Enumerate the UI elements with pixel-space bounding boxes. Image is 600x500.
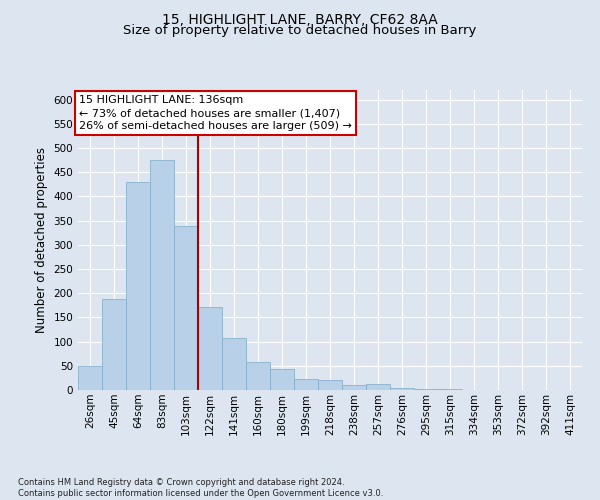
Bar (126, 182, 150, 390)
Text: 15, HIGHLIGHT LANE, BARRY, CF62 8AA: 15, HIGHLIGHT LANE, BARRY, CF62 8AA (162, 12, 438, 26)
Bar (294, 380, 318, 390)
Text: Size of property relative to detached houses in Barry: Size of property relative to detached ho… (124, 24, 476, 37)
Bar (438, 389, 462, 390)
Bar (318, 380, 342, 390)
Bar (78, 366, 102, 390)
Bar (390, 388, 414, 390)
Y-axis label: Number of detached properties: Number of detached properties (35, 147, 48, 333)
Bar (270, 368, 294, 390)
Bar (150, 160, 174, 390)
Bar (342, 385, 366, 390)
Bar (246, 362, 270, 390)
Text: Contains HM Land Registry data © Crown copyright and database right 2024.
Contai: Contains HM Land Registry data © Crown c… (18, 478, 383, 498)
Bar (366, 384, 390, 390)
Bar (102, 299, 126, 390)
Bar (174, 226, 198, 390)
Bar (414, 388, 438, 390)
Text: 15 HIGHLIGHT LANE: 136sqm
← 73% of detached houses are smaller (1,407)
26% of se: 15 HIGHLIGHT LANE: 136sqm ← 73% of detac… (79, 95, 352, 131)
Bar (222, 338, 246, 390)
Bar (198, 307, 222, 390)
